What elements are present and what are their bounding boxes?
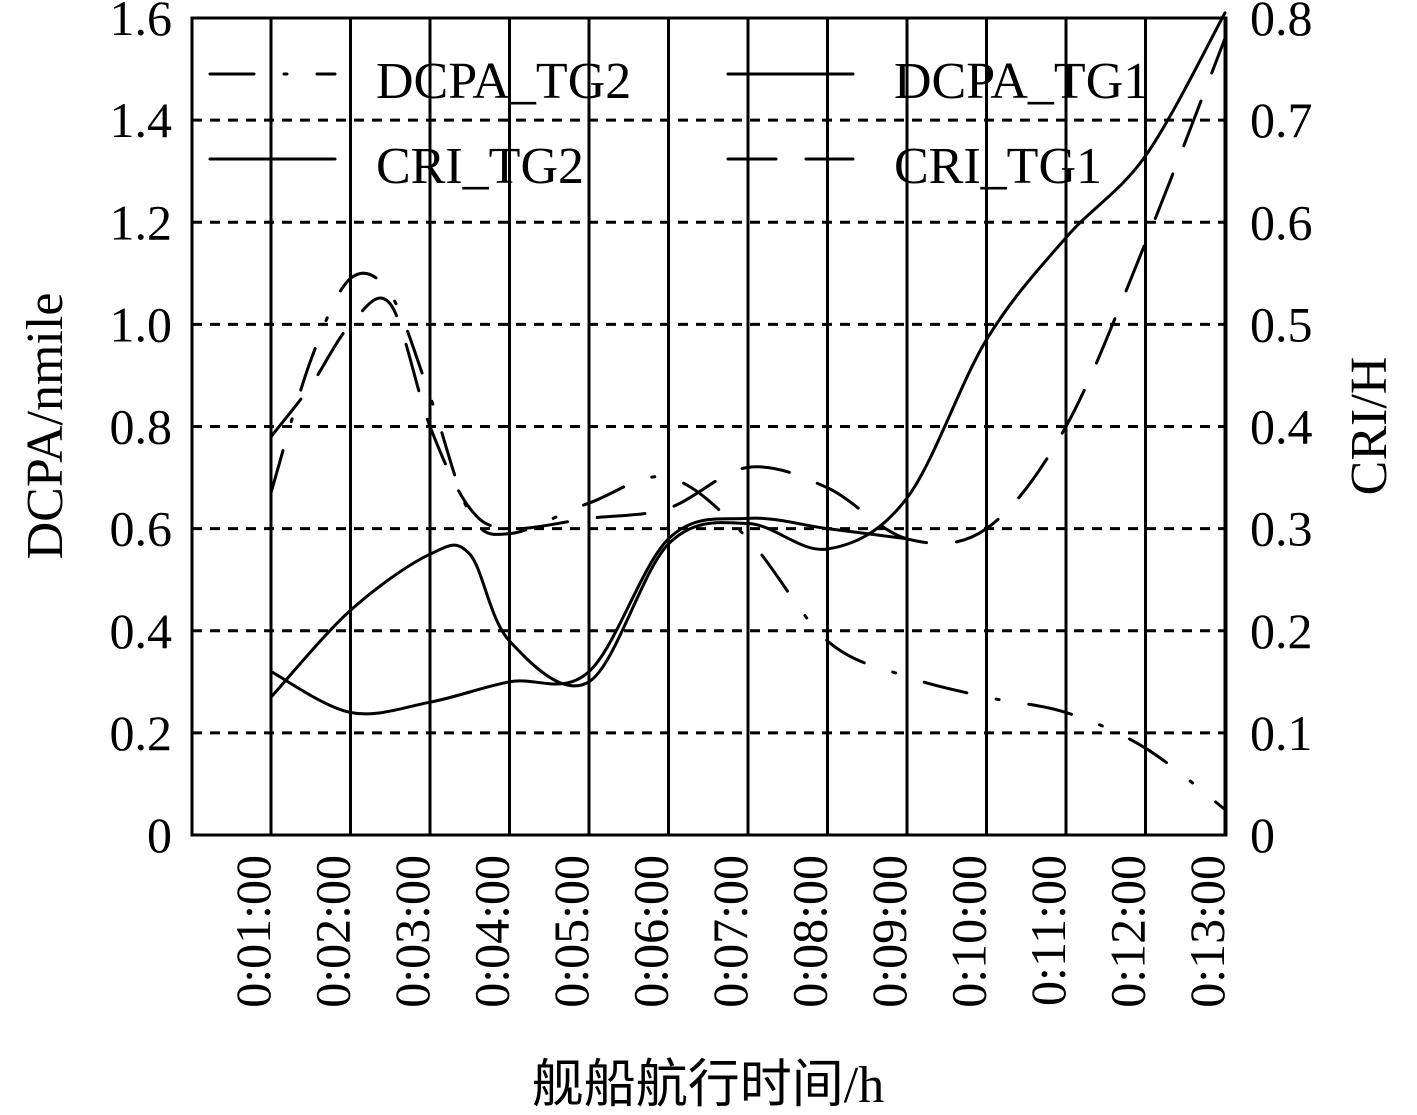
y2-tick-label: 0.4 (1250, 399, 1313, 455)
x-tick-label: 0:02:00 (305, 855, 361, 1008)
x-tick-label: 0:01:00 (225, 855, 281, 1008)
x-tick-label: 0:07:00 (702, 855, 758, 1008)
series-line-cri-tg2 (269, 516, 909, 716)
y-tick-label: 1.6 (110, 0, 173, 46)
y2-tick-label: 0.7 (1250, 92, 1313, 148)
y2-axis-title: CRI/H (1341, 357, 1398, 496)
legend-label: CRI_TG2 (376, 138, 584, 195)
x-tick-label: 0:06:00 (623, 855, 679, 1008)
x-tick-label: 0:10:00 (941, 855, 997, 1008)
x-axis-title: 舰船航行时间/h (532, 1057, 884, 1114)
y2-tick-label: 0.8 (1250, 0, 1313, 46)
y-tick-label: 1.4 (110, 92, 173, 148)
plot-frame (190, 16, 1228, 837)
y-tick-label: 1.2 (110, 194, 173, 250)
y2-tick-label: 0.2 (1250, 603, 1313, 659)
x-tick-label: 0:08:00 (782, 855, 838, 1008)
series-line-dcpa-tg1 (269, 11, 1227, 699)
y-tick-label: 1.0 (110, 296, 173, 352)
y-tick-label: 0.4 (110, 603, 173, 659)
y2-tick-label: 0.1 (1250, 705, 1313, 761)
x-tick-label: 0:05:00 (543, 855, 599, 1008)
y2-tick-label: 0 (1250, 807, 1275, 863)
right-axis-ticks: 0 0.1 0.2 0.3 0.4 0.5 0.6 0.7 0.8 (1250, 0, 1313, 863)
y2-tick-label: 0.5 (1250, 296, 1313, 352)
y-axis-title: DCPA/nmile (17, 293, 74, 560)
x-tick-label: 0:11:00 (1020, 855, 1076, 1006)
x-tick-label: 0:09:00 (861, 855, 917, 1008)
left-axis-ticks: 0 0.2 0.4 0.6 0.8 1.0 1.2 1.4 1.6 (110, 0, 173, 863)
y-tick-label: 0 (147, 807, 172, 863)
legend-label: CRI_TG1 (894, 138, 1102, 195)
y-tick-label: 0.8 (110, 399, 173, 455)
series-line-cri-tg1 (269, 36, 1227, 546)
x-tick-label: 0:13:00 (1179, 855, 1235, 1008)
y-tick-label: 0.2 (110, 705, 173, 761)
series-line-dcpa-tg2 (269, 271, 1227, 811)
y2-tick-label: 0.3 (1250, 501, 1313, 557)
x-tick-label: 0:03:00 (384, 855, 440, 1008)
x-tick-label: 0:12:00 (1100, 855, 1156, 1008)
y2-tick-label: 0.6 (1250, 194, 1313, 250)
x-axis-ticks: 0:01:00 0:02:00 0:03:00 0:04:00 0:05:00 0:06:… (225, 855, 1235, 1008)
legend-label: DCPA_TG1 (894, 53, 1149, 110)
legend-label: DCPA_TG2 (376, 53, 631, 110)
y-tick-label: 0.6 (110, 501, 173, 557)
x-tick-label: 0:04:00 (464, 855, 520, 1008)
legend: DCPA_TG2 DCPA_TG1 CRI_TG2 CRI_TG1 (208, 53, 1149, 195)
series-layer (269, 11, 1227, 811)
